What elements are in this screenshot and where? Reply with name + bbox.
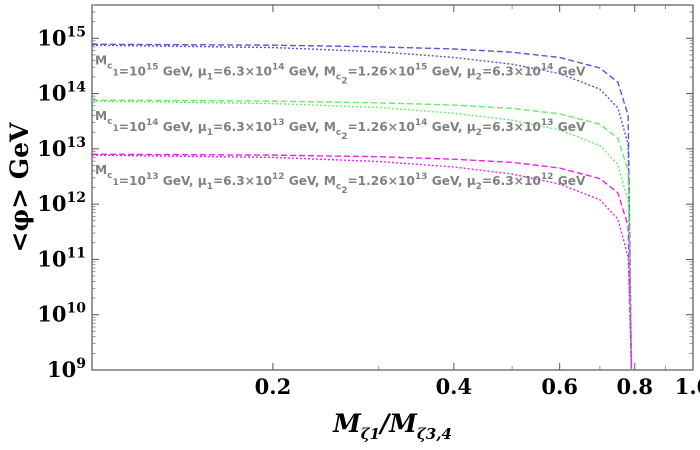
y-tick-label: 1014	[37, 80, 86, 106]
y-tick-label: 1011	[37, 245, 86, 271]
x-tick-label: 1.0	[675, 374, 700, 399]
y-tick-label: 109	[47, 356, 86, 382]
curve-annotation-2: Mc1=1014 GeV, μ1=6.3×1013 GeV, Mc2=1.26×…	[95, 109, 586, 142]
y-axis-title: <φ> GeV	[5, 122, 34, 252]
x-tick-label: 0.2	[255, 374, 292, 399]
series-line-3-dotted	[91, 154, 633, 371]
series-line-1-dotted	[91, 44, 633, 371]
x-tick-label: 0.8	[616, 374, 653, 399]
x-tick-label: 0.6	[541, 374, 578, 399]
curve-annotation-1: Mc1=1015 GeV, μ1=6.3×1014 GeV, Mc2=1.26×…	[95, 53, 586, 86]
y-tick-label: 1013	[37, 135, 86, 161]
series-line-2-dashed	[91, 99, 633, 371]
series-line-3-dashed	[91, 153, 633, 371]
x-axis-title: Mζ1/Mζ3,4	[332, 409, 452, 443]
curve-annotation-3: Mc1=1013 GeV, μ1=6.3×1012 GeV, Mc2=1.26×…	[95, 163, 586, 196]
y-tick-label: 1010	[37, 301, 86, 327]
x-tick-label: 0.4	[436, 374, 473, 399]
y-tick-label: 1015	[37, 24, 86, 50]
series-line-1-dashed	[91, 43, 633, 371]
y-tick-label: 1012	[37, 190, 86, 216]
series-line-2-dotted	[91, 100, 633, 371]
